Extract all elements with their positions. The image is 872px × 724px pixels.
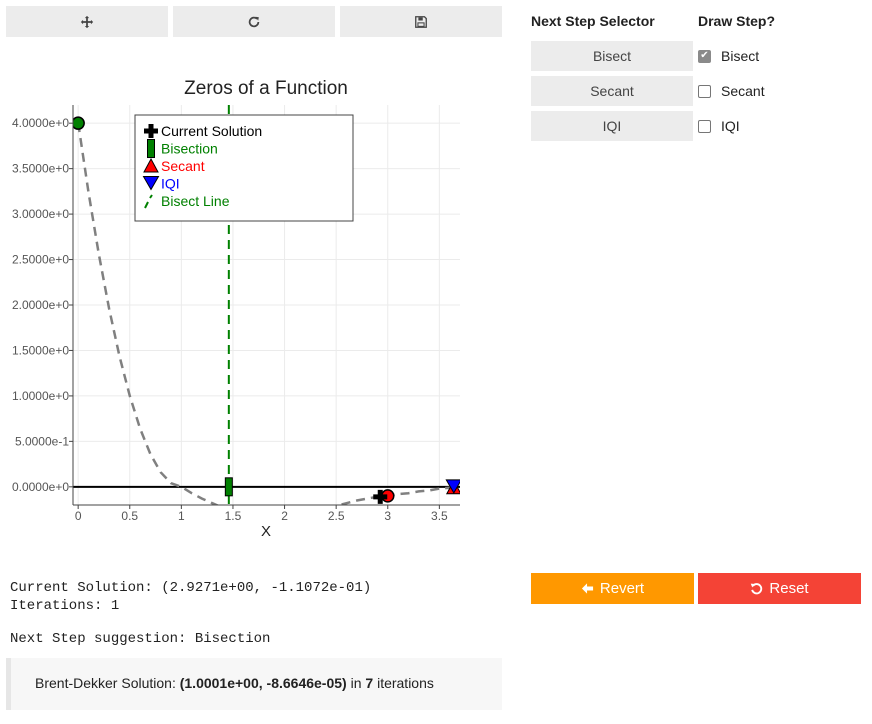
draw-secant-checkbox[interactable]	[698, 84, 711, 98]
draw-iqi-label: IQI	[721, 118, 740, 134]
reset-label: Reset	[769, 580, 809, 597]
draw-secant-label: Secant	[721, 83, 765, 99]
move-icon	[80, 15, 94, 28]
legend-label-current-solution: Current Solution	[161, 123, 262, 139]
y-tick-label: 0.0000e+0	[12, 480, 69, 494]
draw-bisect-option[interactable]: ✔ Bisect	[698, 48, 759, 64]
chart-axes: 0.0000e+0 5.0000e-1 1.0000e+0 1.5000e+0 2.00…	[12, 105, 460, 523]
plot-area	[73, 105, 460, 505]
legend-symbol-iqi	[142, 176, 160, 191]
secant-button[interactable]: Secant	[531, 76, 693, 106]
x-tick-label: 3	[384, 509, 391, 523]
marker-bisection	[224, 477, 233, 497]
arrow-left-icon	[581, 583, 593, 594]
draw-bisect-checkbox[interactable]: ✔	[698, 49, 711, 63]
x-tick-label: 2	[281, 509, 288, 523]
draw-step-heading: Draw Step?	[698, 13, 776, 29]
marker-iqi	[445, 479, 460, 494]
iqi-button[interactable]: IQI	[531, 111, 693, 141]
legend-symbol-bisect-line	[144, 194, 153, 209]
save-icon	[415, 15, 427, 28]
legend-symbol-secant	[143, 157, 159, 173]
legend-label-bisection: Bisection	[161, 141, 218, 157]
y-tick-label: 3.5000e+0	[12, 162, 69, 176]
bisect-button[interactable]: Bisect	[531, 41, 693, 71]
x-tick-label: 3.5	[431, 509, 448, 523]
legend-label-bisect-line: Bisect Line	[161, 193, 230, 209]
draw-bisect-label: Bisect	[721, 48, 760, 64]
y-tick-label: 1.5000e+0	[12, 343, 69, 357]
marker-current-solution	[373, 489, 388, 504]
x-tick-label: 1.5	[225, 509, 242, 523]
undo-icon	[751, 583, 763, 595]
brent-prefix: Brent-Dekker Solution:	[35, 675, 180, 691]
brent-suffix: iterations	[373, 675, 434, 691]
y-tick-label: 4.0000e+0	[12, 116, 69, 130]
y-tick-label: 5.0000e-1	[15, 434, 69, 448]
brent-value: (1.0001e+00, -8.6646e-05)	[179, 675, 347, 691]
x-axis-label: X	[261, 523, 271, 540]
legend-label-iqi: IQI	[161, 176, 180, 192]
x-tick-label: 1	[178, 509, 185, 523]
legend-symbol-bisection	[147, 139, 155, 158]
brent-mid: in	[346, 675, 366, 691]
legend-symbol-current-solution	[144, 124, 158, 138]
function-chart[interactable]: Zeros of a Function 0.0000e+0 5.0000e-1 1.…	[0, 60, 500, 550]
x-tick-label: 0.5	[121, 509, 138, 523]
next-step-text: Next Step suggestion: Bisection	[10, 631, 271, 647]
refresh-icon	[248, 16, 260, 27]
reset-button[interactable]: Reset	[698, 573, 861, 604]
y-tick-label: 2.0000e+0	[12, 298, 69, 312]
draw-iqi-checkbox[interactable]	[698, 119, 711, 133]
legend-label-secant: Secant	[161, 158, 205, 174]
revert-button[interactable]: Revert	[531, 573, 694, 604]
draw-secant-option[interactable]: Secant	[698, 83, 765, 99]
refresh-button[interactable]	[173, 6, 335, 37]
x-tick-label: 0	[75, 509, 82, 523]
iterations-text: Iterations: 1	[10, 598, 120, 614]
draw-iqi-option[interactable]: IQI	[698, 118, 740, 134]
pan-button[interactable]	[6, 6, 168, 37]
function-curve	[76, 123, 460, 505]
save-button[interactable]	[340, 6, 502, 37]
revert-label: Revert	[599, 580, 645, 597]
chart-title: Zeros of a Function	[184, 78, 348, 99]
solution-point	[73, 116, 85, 130]
current-solution-text: Current Solution: (2.9271e+00, -1.1072e-…	[10, 580, 372, 596]
y-tick-label: 2.5000e+0	[12, 253, 69, 267]
x-tick-label: 2.5	[328, 509, 345, 523]
brent-dekker-solution: Brent-Dekker Solution: (1.0001e+00, -8.6…	[6, 658, 502, 710]
y-tick-label: 3.0000e+0	[12, 207, 69, 221]
brent-iterations: 7	[365, 675, 374, 691]
y-tick-label: 1.0000e+0	[12, 389, 69, 403]
next-step-selector-heading: Next Step Selector	[531, 13, 655, 29]
